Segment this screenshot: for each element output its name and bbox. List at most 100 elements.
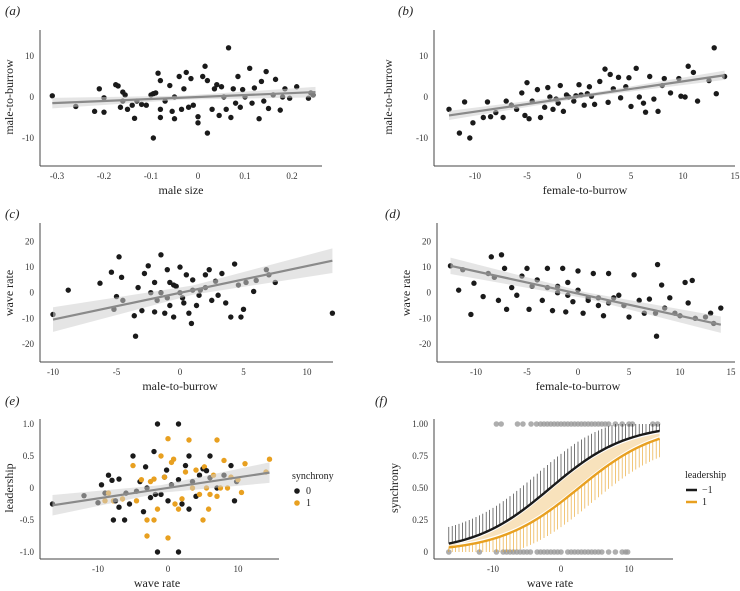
data-point xyxy=(223,300,229,306)
data-point xyxy=(545,84,551,91)
data-point xyxy=(607,71,613,78)
y-axis-label: synchrony xyxy=(387,463,401,513)
data-point-synchrony-0 xyxy=(105,472,112,478)
data-point xyxy=(647,73,653,80)
data-point xyxy=(503,306,510,313)
x-tick-label: -10 xyxy=(469,171,481,181)
y-tick-label: 20 xyxy=(25,237,35,247)
data-point xyxy=(689,277,695,284)
data-point xyxy=(141,270,148,277)
data-point xyxy=(488,254,494,260)
legend-swatch-0 xyxy=(294,488,300,494)
data-point xyxy=(167,302,173,309)
data-point xyxy=(225,45,232,51)
data-point-synchrony-0 xyxy=(165,498,171,504)
data-point xyxy=(514,292,520,298)
y-tick-label: 20 xyxy=(422,237,432,247)
data-point xyxy=(185,104,192,110)
data-point-synchrony-0 xyxy=(121,517,128,523)
data-point xyxy=(237,104,243,110)
data-point xyxy=(605,99,611,106)
data-point xyxy=(190,102,196,108)
data-point-synchrony-0 xyxy=(203,468,210,474)
regression-line xyxy=(52,90,316,105)
x-tick-label: 10 xyxy=(625,564,635,574)
x-tick-label: 10 xyxy=(303,367,313,377)
y-tick-label: 0.75 xyxy=(412,451,428,461)
x-tick-label: 10 xyxy=(679,171,689,181)
panel-e: (e) -10 0 10 1.0 0.5 0 -0.5 -1.0 wave rate leaders… xyxy=(2,393,279,590)
data-point xyxy=(135,284,141,291)
data-point xyxy=(581,102,587,108)
data-point xyxy=(690,69,697,76)
data-point xyxy=(653,333,660,339)
data-point xyxy=(526,306,532,313)
data-point xyxy=(108,269,115,275)
data-point-synchrony-0 xyxy=(126,501,133,507)
data-point xyxy=(155,70,161,76)
data-point-synchrony-1 xyxy=(151,517,157,523)
data-point xyxy=(170,314,177,320)
data-point xyxy=(560,265,566,272)
data-point xyxy=(468,311,474,318)
data-point xyxy=(718,305,724,311)
panel-c: (c) -10 -5 0 5 10 20 10 0 -10 -20 male-to-burrow wav… xyxy=(2,206,336,393)
data-point-synchrony-0 xyxy=(207,453,213,459)
data-point xyxy=(190,277,196,283)
x-tick-label: 15 xyxy=(727,367,737,377)
x-tick-label: -10 xyxy=(92,564,104,574)
data-point-synchrony-1 xyxy=(179,496,185,502)
data-point xyxy=(503,98,509,104)
data-point xyxy=(206,266,212,273)
data-point-synchrony-0 xyxy=(231,498,238,504)
data-point xyxy=(96,86,103,92)
data-point-synchrony-1 xyxy=(186,437,192,443)
y-tick-label: 10 xyxy=(25,51,35,61)
data-point xyxy=(661,75,667,82)
data-point-synchrony-1 xyxy=(165,535,171,541)
data-point xyxy=(202,63,208,69)
data-point xyxy=(115,83,121,89)
data-point xyxy=(239,86,246,93)
data-point xyxy=(228,314,234,320)
x-tick-label: -0.3 xyxy=(50,171,65,181)
data-point xyxy=(631,272,637,278)
x-tick-label: 0.1 xyxy=(239,171,250,181)
regression-line xyxy=(52,259,333,321)
data-point xyxy=(183,69,189,76)
data-point xyxy=(539,297,545,304)
y-tick-label: 0 xyxy=(30,92,35,102)
data-point-synchrony-0 xyxy=(186,453,192,459)
x-tick-label: 0 xyxy=(577,171,582,181)
data-point xyxy=(524,265,530,272)
data-point xyxy=(178,106,185,113)
data-point-synchrony-1 xyxy=(238,489,245,496)
data-point xyxy=(626,75,632,81)
data-point xyxy=(658,282,665,288)
y-tick-label: 0 xyxy=(30,288,35,298)
data-point xyxy=(167,82,173,89)
data-point xyxy=(642,109,649,115)
data-point xyxy=(256,116,262,122)
data-point xyxy=(480,293,486,300)
x-tick-label: 5 xyxy=(627,367,632,377)
data-point xyxy=(522,112,528,119)
data-point xyxy=(209,297,215,304)
x-tick-label: -10 xyxy=(47,367,59,377)
data-point xyxy=(498,252,505,258)
data-point xyxy=(117,104,124,110)
x-tick-label: 5 xyxy=(629,171,634,181)
data-point xyxy=(91,108,98,115)
regression-line xyxy=(52,471,270,507)
data-point-synchrony-0 xyxy=(182,462,189,469)
data-point-synchrony-1 xyxy=(196,491,203,498)
data-point xyxy=(170,282,177,288)
observed-point-synchrony-1 xyxy=(520,421,526,427)
data-point xyxy=(247,65,253,72)
data-point xyxy=(605,270,612,277)
data-point-synchrony-1 xyxy=(182,469,189,475)
data-point xyxy=(157,106,164,113)
legend-synchrony: synchrony 0 1 xyxy=(292,471,334,509)
data-point-synchrony-0 xyxy=(140,508,147,515)
data-point xyxy=(151,309,158,315)
